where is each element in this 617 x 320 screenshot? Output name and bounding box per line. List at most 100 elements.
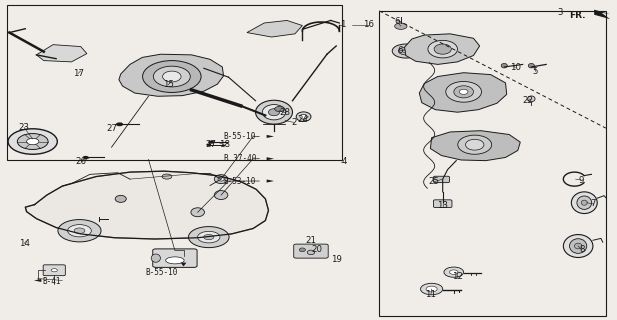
Ellipse shape [218,177,224,181]
Ellipse shape [465,139,484,150]
Circle shape [403,50,409,52]
Circle shape [17,133,48,149]
FancyBboxPatch shape [434,200,452,207]
Text: 17: 17 [73,69,84,78]
Text: 10: 10 [510,63,521,72]
Circle shape [449,270,458,274]
Ellipse shape [528,63,534,68]
Ellipse shape [268,109,280,116]
Ellipse shape [428,40,457,58]
Text: 7: 7 [591,199,596,208]
Ellipse shape [296,112,311,122]
Circle shape [8,129,57,154]
Text: 25: 25 [429,177,439,186]
Ellipse shape [151,254,160,262]
Circle shape [392,44,420,58]
Text: 14: 14 [19,239,30,248]
Text: 6: 6 [397,46,403,55]
Text: 11: 11 [426,290,436,299]
Ellipse shape [453,86,473,98]
Circle shape [208,140,214,144]
FancyBboxPatch shape [43,265,65,276]
Ellipse shape [300,114,307,119]
Text: 19: 19 [331,255,342,264]
Polygon shape [36,45,87,62]
Text: 16: 16 [363,20,375,29]
Circle shape [83,156,89,159]
Text: 26: 26 [76,157,87,166]
Text: B-53-10: B-53-10 [223,177,256,186]
Text: 2: 2 [291,118,297,127]
Ellipse shape [299,248,305,252]
Text: 27: 27 [205,140,216,149]
Text: 15: 15 [163,80,173,89]
FancyBboxPatch shape [434,176,449,183]
Ellipse shape [445,82,481,102]
Ellipse shape [163,71,181,82]
Polygon shape [267,157,274,160]
Ellipse shape [458,135,492,154]
Text: 28: 28 [280,108,291,117]
Ellipse shape [214,175,228,184]
Circle shape [206,143,211,146]
Circle shape [444,267,463,277]
Ellipse shape [563,235,593,258]
Text: B 37-40: B 37-40 [223,154,256,163]
Polygon shape [420,73,507,112]
Text: 1: 1 [339,20,345,29]
Ellipse shape [262,105,286,120]
Text: FR.: FR. [569,11,586,20]
Text: 24: 24 [297,115,308,124]
Text: 21: 21 [305,236,317,245]
Ellipse shape [581,200,587,205]
Circle shape [275,107,284,112]
Ellipse shape [115,196,126,202]
Text: 22: 22 [522,96,533,105]
Circle shape [421,283,443,295]
Polygon shape [267,135,274,138]
Text: 18: 18 [218,140,230,149]
Text: B-55-10: B-55-10 [146,268,178,277]
Circle shape [116,123,123,126]
Text: 20: 20 [312,245,323,254]
Text: 3: 3 [557,8,563,17]
Circle shape [399,47,413,55]
Polygon shape [119,54,223,96]
Ellipse shape [143,60,201,92]
Polygon shape [34,279,41,282]
Circle shape [74,228,85,234]
Text: B-55-10: B-55-10 [223,132,256,141]
Ellipse shape [574,243,582,249]
Ellipse shape [214,191,228,199]
Ellipse shape [51,269,57,272]
Bar [379,11,606,316]
Ellipse shape [166,257,184,264]
Ellipse shape [154,66,190,87]
Polygon shape [247,20,302,37]
Ellipse shape [528,96,535,102]
Circle shape [426,286,437,292]
Ellipse shape [569,239,587,253]
Ellipse shape [459,89,468,94]
Ellipse shape [307,250,315,255]
Ellipse shape [255,100,292,124]
Polygon shape [267,180,274,182]
Text: 23: 23 [19,123,30,132]
Ellipse shape [501,63,507,68]
Circle shape [27,138,39,145]
Circle shape [58,220,101,242]
Polygon shape [431,131,520,161]
Text: 8: 8 [579,245,584,254]
Text: 6: 6 [394,17,400,26]
Text: 27: 27 [106,124,117,133]
Text: B-41: B-41 [43,277,61,286]
Text: 13: 13 [437,201,448,210]
Text: 4: 4 [341,157,347,166]
Ellipse shape [571,192,597,213]
Text: 12: 12 [452,272,463,281]
Ellipse shape [577,196,592,209]
Ellipse shape [191,208,204,217]
Circle shape [395,23,407,29]
Text: 9: 9 [579,176,584,185]
Polygon shape [25,171,268,239]
